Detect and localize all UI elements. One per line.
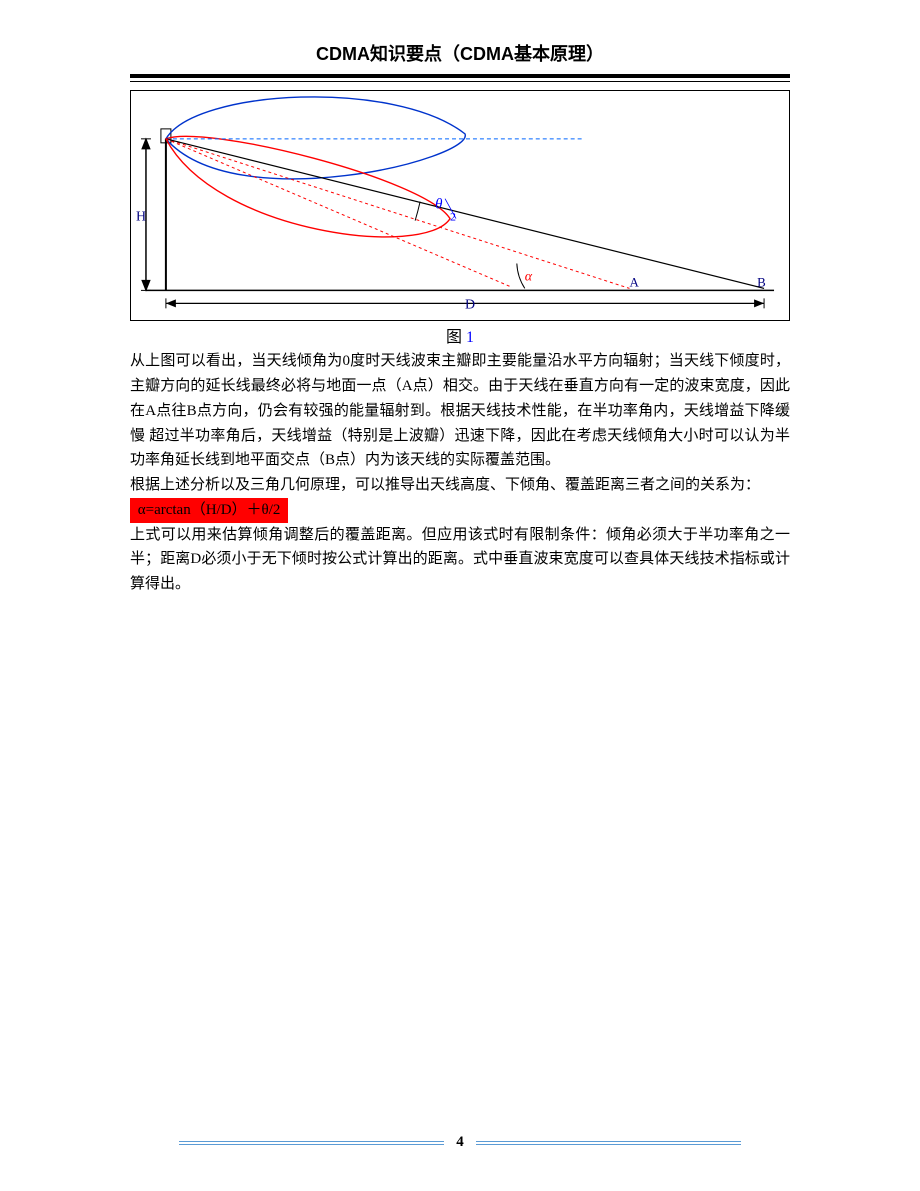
label-D: D — [465, 297, 475, 312]
page-content: CDMA知识要点（CDMA基本原理） H — [0, 0, 920, 597]
antenna-diagram: H — [130, 90, 790, 321]
paragraph-1: 从上图可以看出，当天线倾角为0度时天线波束主瓣即主要能量沿水平方向辐射；当天线下… — [130, 349, 790, 473]
half-power-line — [166, 139, 764, 289]
label-H: H — [136, 210, 146, 225]
theta-arc — [415, 202, 420, 221]
label-B: B — [757, 274, 766, 289]
alpha-arc — [517, 263, 525, 288]
footer-line-left — [179, 1141, 444, 1145]
paragraph-3: 上式可以用来估算倾角调整后的覆盖距离。但应用该式时有限制条件：倾角必须大于半功率… — [130, 523, 790, 597]
footer-line-right — [476, 1141, 741, 1145]
header-rule — [130, 74, 790, 82]
label-A: A — [629, 274, 639, 289]
lower-beam-edge — [166, 139, 510, 287]
paragraph-2: 根据上述分析以及三角几何原理，可以推导出天线高度、下倾角、覆盖距离三者之间的关系… — [130, 473, 790, 498]
page-footer: 4 — [0, 1134, 920, 1151]
caption-prefix: 图 — [446, 329, 462, 346]
page-number: 4 — [456, 1134, 464, 1151]
main-beam-axis — [166, 139, 630, 289]
formula-highlight: α=arctan（H/D）＋θ/2 — [130, 498, 288, 523]
body-text: 从上图可以看出，当天线倾角为0度时天线波束主瓣即主要能量沿水平方向辐射；当天线下… — [130, 349, 790, 597]
figure-caption: 图 1 — [130, 323, 790, 347]
label-theta-denom: 2 — [450, 210, 456, 224]
diagram-svg: H — [131, 91, 789, 320]
label-theta: θ — [435, 197, 442, 213]
page-title: CDMA知识要点（CDMA基本原理） — [130, 40, 790, 66]
red-lobe — [166, 136, 450, 237]
caption-number: 1 — [466, 329, 474, 346]
label-alpha: α — [525, 269, 533, 284]
